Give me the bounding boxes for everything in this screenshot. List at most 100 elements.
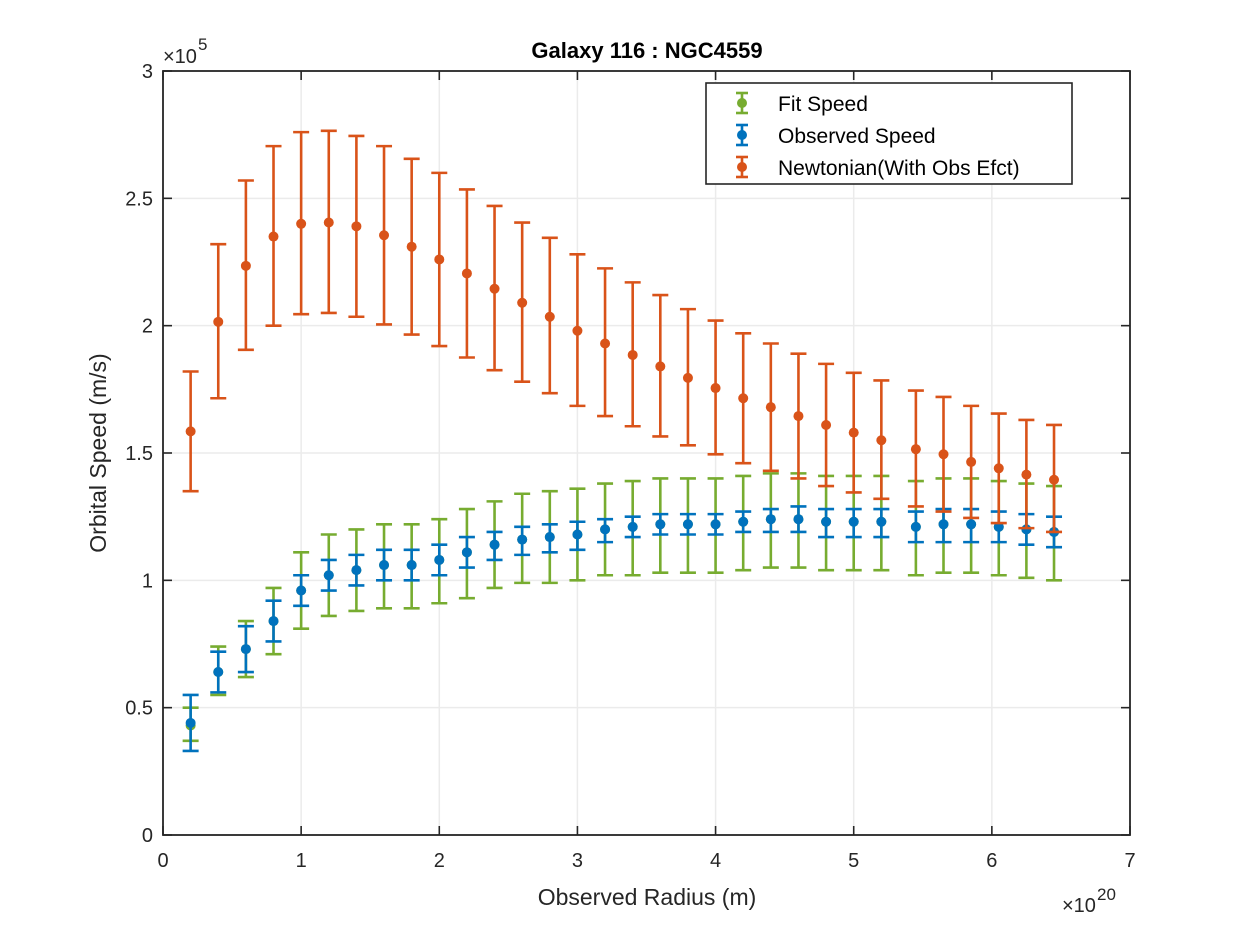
data-point [517,534,528,545]
data-point [966,519,977,530]
y-tick-label: 3 [142,61,153,83]
data-point [600,338,611,349]
y-exponent: ×10 5 [163,35,207,68]
legend-item-newtonian: Newtonian(With Obs Efct) [736,155,1020,180]
data-point [1021,469,1032,480]
x-axis-label: Observed Radius (m) [538,884,757,910]
y-exponent-base: ×10 [163,46,197,68]
data-point [655,519,666,530]
data-point [627,349,638,360]
data-point [489,539,500,550]
y-tick-label: 2.5 [125,188,153,210]
data-point [185,426,196,437]
series-layer [182,129,1063,753]
data-point [600,524,611,535]
data-point [379,560,390,571]
series-2 [182,129,1063,534]
data-point [938,449,949,460]
axes-box [162,70,1131,836]
data-point [461,268,472,279]
data-point [544,311,555,322]
data-point [876,516,887,527]
data-point [434,254,445,265]
y-tick-label: 1 [142,570,153,592]
data-point [821,419,832,430]
data-point [682,519,693,530]
legend-box [705,82,1073,185]
data-point [793,514,804,525]
data-point [323,217,334,228]
data-point [710,383,721,394]
data-point [765,514,776,525]
data-point [910,521,921,532]
data-point [793,411,804,422]
data-point [406,241,417,252]
y-tick-label: 2 [142,316,153,338]
data-point [1049,474,1060,485]
x-tick-label: 3 [572,850,583,872]
x-exponent-base: ×10 [1062,895,1096,917]
data-point [517,297,528,308]
x-tick-label: 0 [157,850,168,872]
data-point [765,402,776,413]
data-point [461,547,472,558]
legend-item-observed: Observed Speed [736,123,936,148]
x-tick-label: 4 [710,850,721,872]
data-point [351,565,362,576]
data-point [738,516,749,527]
legend-marker-fit [736,91,748,115]
legend-marker-newtonian [736,155,748,179]
x-tick-label: 5 [848,850,859,872]
x-tick-label: 1 [296,850,307,872]
x-exponent: ×10 20 [1062,885,1116,917]
chart-title: Galaxy 116 : NGC4559 [531,38,762,63]
data-point [655,361,666,372]
legend-label-fit: Fit Speed [778,93,868,116]
y-tick-label: 0.5 [125,698,153,720]
data-point [910,444,921,455]
data-point [434,554,445,565]
data-point [682,372,693,383]
legend-label-newtonian: Newtonian(With Obs Efct) [778,157,1020,180]
data-point [240,260,251,271]
y-exponent-power: 5 [198,35,207,54]
legend-marker-observed [736,123,748,147]
data-point [213,316,224,327]
data-point [966,456,977,467]
data-point [848,516,859,527]
data-point [268,231,279,242]
data-point [938,519,949,530]
axes: 0 1 2 3 4 5 6 7 0 0.5 1 1.5 2 2.5 3 [125,61,1135,872]
x-tick-label: 6 [986,850,997,872]
data-point [296,585,307,596]
data-point [406,560,417,571]
grid [162,70,1131,836]
legend-point [737,162,747,172]
legend-point [737,98,747,108]
x-tick-label: 2 [434,850,445,872]
legend: Fit Speed Observed Speed Newtonian(With … [705,82,1073,185]
legend-point [737,130,747,140]
data-point [296,218,307,229]
data-point [993,463,1004,474]
data-point [876,435,887,446]
legend-label-observed: Observed Speed [778,125,936,148]
data-point [544,532,555,543]
data-point [185,717,196,728]
legend-item-fit: Fit Speed [736,91,868,116]
data-point [710,519,721,530]
data-point [572,529,583,540]
x-exponent-power: 20 [1097,885,1116,904]
data-point [489,283,500,294]
data-point [213,667,224,678]
data-point [738,393,749,404]
data-point [572,325,583,336]
data-point [240,644,251,655]
data-point [993,521,1004,532]
data-point [268,616,279,627]
data-point [821,516,832,527]
data-point [627,521,638,532]
x-tick-label: 7 [1124,850,1135,872]
data-point [848,427,859,438]
